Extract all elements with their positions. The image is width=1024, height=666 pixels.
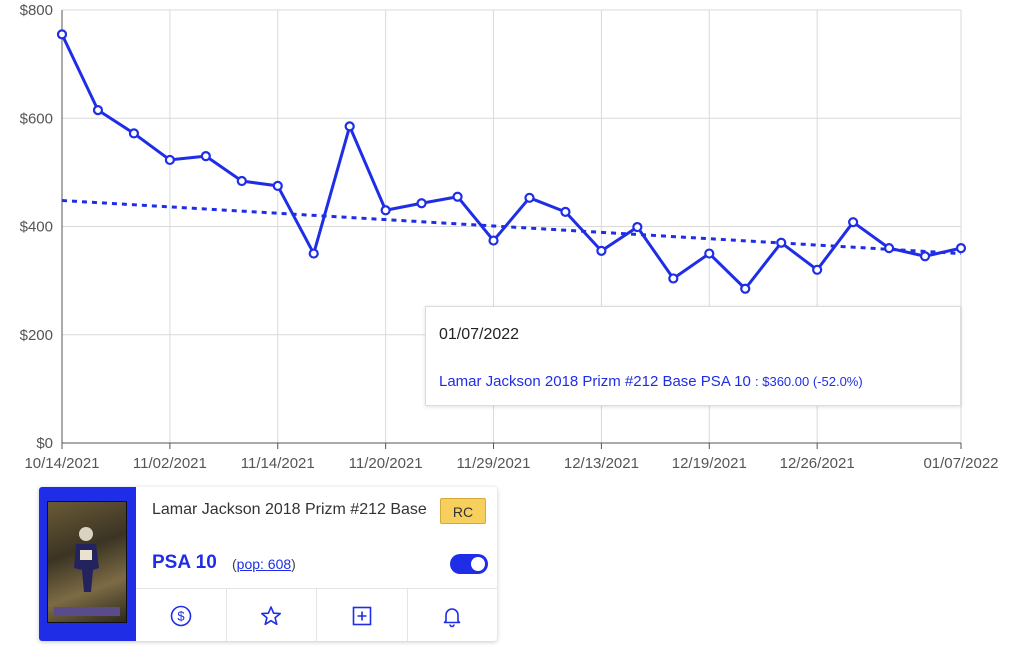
tooltip-item: Lamar Jackson 2018 Prizm #212 Base PSA 1… [439, 373, 751, 390]
data-point [452, 191, 463, 202]
data-point [776, 237, 787, 248]
data-point [272, 180, 283, 192]
tooltip-line: Lamar Jackson 2018 Prizm #212 Base PSA 1… [439, 373, 863, 390]
data-point [740, 283, 751, 294]
x-tick-label: 12/13/2021 [564, 455, 639, 472]
data-point [308, 248, 319, 259]
rc-badge: RC [440, 498, 486, 524]
series-line [60, 33, 962, 291]
data-point [164, 154, 175, 166]
pop-close: ) [291, 556, 296, 572]
data-point [92, 105, 104, 116]
price-chart: $0$200$400$600$800 10/14/2021 11/02/2021 1… [20, 2, 999, 472]
data-point [200, 151, 211, 162]
card-panel: Lamar Jackson 2018 Prizm #212 Base RC PS… [39, 487, 497, 641]
data-point [344, 121, 355, 132]
svg-text:$: $ [177, 608, 185, 623]
toggle-knob [471, 557, 485, 571]
tooltip-value: : $360.00 (-52.0%) [755, 374, 863, 389]
y-axis-labels: $0 $200 $400 $600 $800 [20, 2, 53, 452]
card-nameplate [54, 607, 120, 616]
x-tick-label: 11/14/2021 [241, 455, 315, 472]
chart-axes [61, 10, 962, 449]
x-tick-label: 11/20/2021 [349, 455, 423, 472]
data-point [704, 248, 715, 259]
data-point [524, 192, 535, 203]
dollar-icon: $ [170, 605, 192, 626]
y-tick-label: $400 [20, 219, 53, 236]
data-point [883, 243, 895, 254]
trendline-path [61, 199, 962, 256]
plus-square-icon [352, 606, 372, 625]
data-point [812, 264, 823, 275]
player-figure-icon [74, 527, 99, 592]
y-tick-label: $200 [20, 327, 53, 344]
card-image [47, 501, 127, 623]
data-point [488, 235, 499, 246]
x-tick-label: 11/29/2021 [457, 455, 531, 472]
alert-button[interactable] [408, 589, 498, 641]
data-point [560, 206, 571, 217]
data-point [380, 205, 391, 216]
x-tick-label: 11/02/2021 [133, 455, 207, 472]
data-point [416, 198, 427, 209]
star-icon [261, 605, 282, 625]
trendline [61, 199, 962, 256]
x-tick-label: 12/26/2021 [780, 455, 855, 472]
data-point [56, 29, 68, 40]
data-point [955, 243, 967, 254]
data-point [236, 175, 247, 187]
card-title: Lamar Jackson 2018 Prizm #212 Base [152, 501, 427, 518]
card-image-frame[interactable] [39, 487, 136, 641]
tooltip-date: 01/07/2022 [439, 326, 520, 343]
population: (pop: 608) [232, 556, 296, 572]
data-point [128, 128, 140, 139]
chart-grid [62, 9, 962, 443]
track-toggle[interactable] [450, 554, 488, 574]
y-tick-label: $800 [20, 2, 53, 19]
pop-open: ( [232, 556, 237, 572]
x-tick-label: 01/07/2022 [923, 455, 998, 472]
data-point [596, 245, 607, 256]
x-axis-labels: 10/14/2021 11/02/2021 11/14/2021 11/20/2021… [24, 455, 998, 472]
add-collection-button[interactable] [317, 589, 408, 641]
data-point [632, 221, 643, 233]
data-point [848, 217, 859, 228]
pop-link[interactable]: pop: 608 [236, 556, 292, 572]
bell-icon [443, 607, 461, 627]
data-point [668, 273, 679, 284]
x-tick-label: 12/19/2021 [672, 455, 747, 472]
y-tick-label: $600 [20, 110, 53, 127]
card-actions: $ [136, 588, 497, 641]
grade-label: PSA 10 [152, 552, 217, 573]
price-series [56, 29, 967, 294]
data-point [919, 251, 931, 262]
chart-tooltip: 01/07/2022 Lamar Jackson 2018 Prizm #212… [425, 306, 961, 406]
price-button[interactable]: $ [136, 589, 227, 641]
y-tick-label: $0 [36, 435, 53, 452]
x-tick-label: 10/14/2021 [24, 455, 99, 472]
favorite-button[interactable] [227, 589, 317, 641]
